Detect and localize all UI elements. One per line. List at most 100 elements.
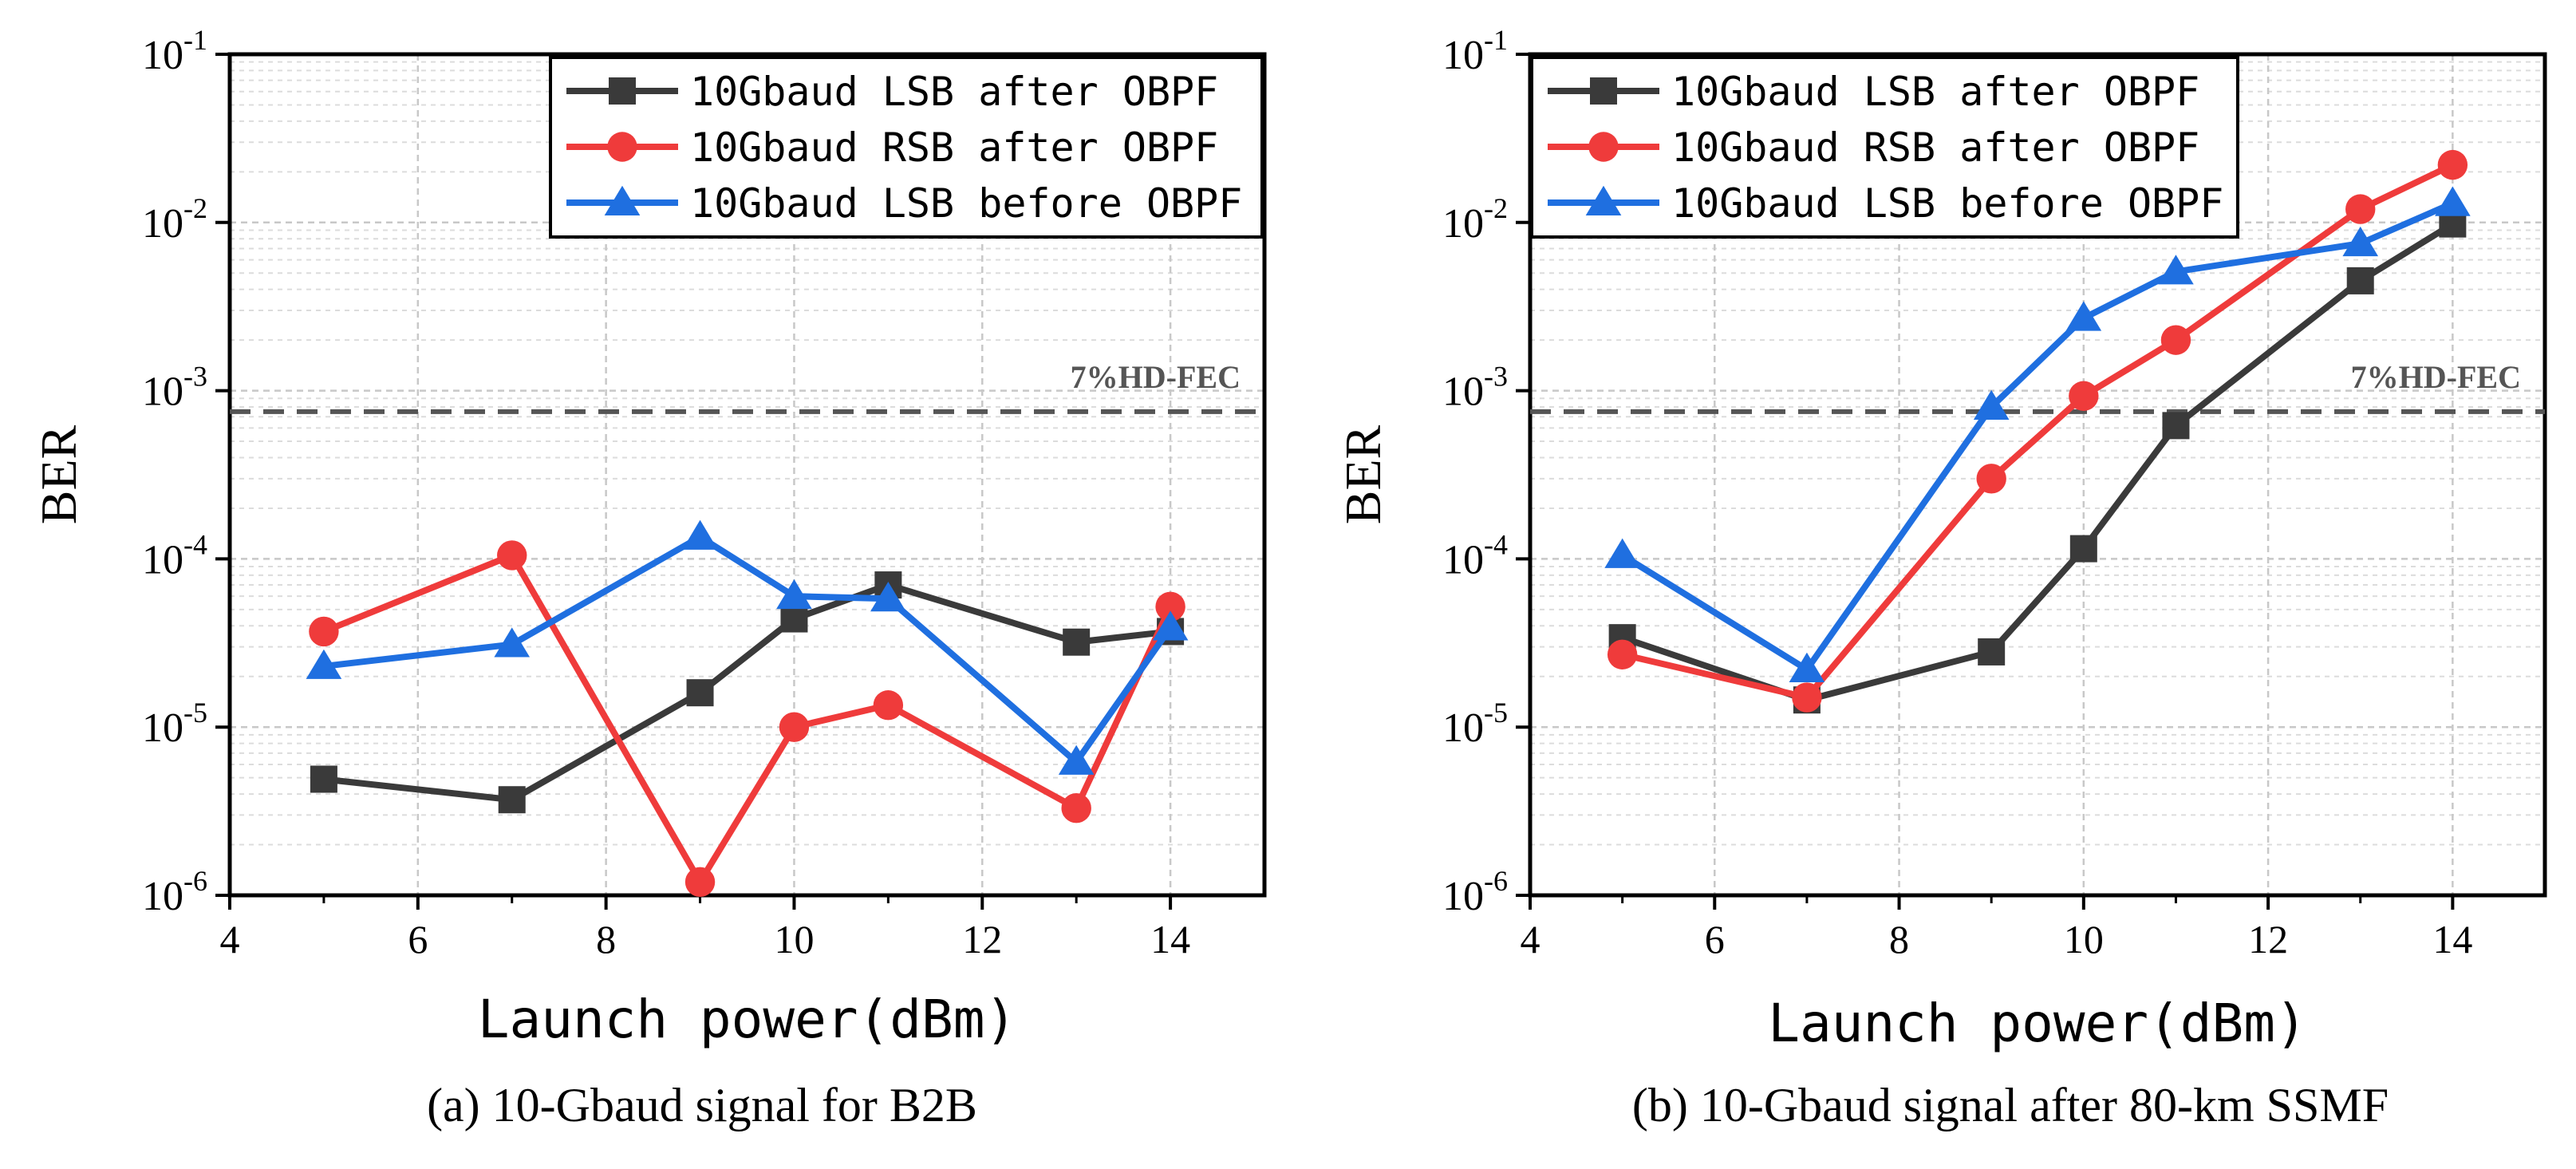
y-tick-base: 10: [1442, 369, 1484, 415]
y-tick-label: 10-3: [1442, 361, 1508, 415]
y-tick-label: 10-6: [1442, 865, 1508, 919]
y-tick-exponent: -1: [183, 24, 207, 56]
y-tick-exponent: -2: [183, 192, 207, 224]
plot-area-frame: [1528, 52, 2547, 898]
data-point: [1792, 682, 1822, 713]
series-3: [306, 519, 1189, 775]
x-tick-label: 4: [220, 917, 240, 962]
series-3: [1604, 186, 2471, 682]
legend-label: 10Gbaud LSB before OBPF: [690, 180, 1242, 227]
x-axis-label: Launch power(dBm): [1768, 993, 2307, 1054]
x-axis-label: Launch power(dBm): [478, 989, 1017, 1050]
data-point: [1978, 638, 2006, 665]
data-point: [780, 605, 808, 633]
x-axis: 4 6 8 10 12 14: [1521, 895, 2472, 962]
y-axis: 10-610-510-410-310-210-1: [142, 24, 230, 919]
y-tick-base: 10: [1442, 33, 1484, 78]
x-tick-label: 6: [1705, 917, 1725, 962]
data-point: [2162, 412, 2190, 440]
legend-marker: [1588, 132, 1619, 162]
threshold-label: 7%HD-FEC: [1071, 359, 1241, 395]
data-point: [306, 649, 342, 679]
series-line: [1621, 221, 2455, 704]
y-tick-exponent: -2: [1484, 192, 1508, 224]
y-tick-label: 10-5: [142, 697, 207, 751]
data-point: [2065, 301, 2102, 331]
series-line: [323, 533, 1174, 765]
series-line: [1621, 162, 2455, 701]
data-point: [2158, 255, 2194, 285]
data-point: [873, 690, 904, 721]
y-tick-label: 10-4: [1442, 528, 1508, 583]
legend-marker: [1585, 185, 1622, 215]
y-tick-exponent: -1: [1484, 24, 1508, 56]
data-point: [1152, 610, 1189, 641]
y-tick-exponent: -4: [1484, 528, 1508, 560]
chart-panel-b: 4 6 8 10 12 1410-610-510-410-310-210-1Launch …: [1335, 24, 2547, 1131]
data-point: [1604, 538, 1640, 568]
data-point: [1058, 744, 1095, 775]
chart-panel-a: 4 6 8 10 12 1410-610-510-410-310-210-1Launch …: [30, 24, 1267, 1131]
x-tick-label: 6: [408, 917, 428, 962]
x-tick-label: 4: [1521, 917, 1540, 962]
y-tick-base: 10: [142, 705, 183, 751]
y-tick-base: 10: [1442, 537, 1484, 583]
data-point: [2069, 535, 2097, 563]
legend: 10Gbaud LSB after OBPF 10Gbaud RSB after …: [549, 56, 1264, 239]
data-point: [2435, 186, 2471, 216]
y-axis: 10-610-510-410-310-210-1: [1442, 24, 1530, 919]
legend-label: 10Gbaud LSB after OBPF: [1671, 69, 2199, 115]
data-point: [776, 579, 812, 610]
legend-label: 10Gbaud LSB before OBPF: [1671, 180, 2223, 227]
data-point: [1976, 464, 2006, 494]
y-tick-exponent: -6: [1484, 865, 1508, 897]
data-point: [682, 519, 718, 550]
data-point: [309, 616, 339, 647]
y-tick-exponent: -5: [1484, 697, 1508, 729]
x-tick-label: 8: [596, 917, 616, 962]
y-tick-base: 10: [142, 369, 183, 415]
data-point: [2346, 267, 2374, 294]
series-line: [322, 551, 1174, 886]
y-tick-base: 10: [142, 537, 183, 583]
data-point: [2342, 226, 2379, 257]
legend-marker: [604, 185, 641, 215]
series-2: [309, 540, 1185, 898]
data-point: [1155, 591, 1185, 622]
y-axis-label: BER: [30, 425, 87, 524]
data-point: [684, 867, 716, 898]
data-point: [779, 712, 810, 742]
y-tick-label: 10-3: [142, 361, 207, 415]
x-tick-label: 14: [2432, 917, 2472, 962]
x-tick-label: 8: [1889, 917, 1909, 962]
data-point: [2160, 325, 2191, 355]
data-point: [498, 786, 526, 814]
data-point: [310, 765, 337, 793]
x-tick-label: 12: [962, 917, 1002, 962]
y-tick-label: 10-2: [1442, 192, 1508, 247]
data-point: [2345, 194, 2376, 224]
y-tick-label: 10-5: [1442, 697, 1508, 751]
data-point: [2437, 149, 2468, 180]
x-tick-label: 10: [2064, 917, 2104, 962]
y-axis-label: BER: [1335, 425, 1391, 524]
y-tick-exponent: -3: [183, 361, 207, 393]
data-point: [2069, 381, 2099, 411]
y-tick-base: 10: [1442, 705, 1484, 751]
y-tick-exponent: -6: [183, 865, 207, 897]
legend-marker: [609, 77, 636, 105]
legend-label: 10Gbaud RSB after OBPF: [1671, 124, 2199, 171]
series-line: [323, 582, 1171, 804]
figure-caption: (a) 10-Gbaud signal for B2B: [427, 1079, 977, 1131]
data-point: [686, 679, 714, 707]
legend: 10Gbaud LSB after OBPF 10Gbaud RSB after …: [1530, 56, 2239, 239]
y-tick-label: 10-1: [142, 24, 207, 78]
x-tick-label: 10: [774, 917, 814, 962]
y-tick-exponent: -3: [1484, 361, 1508, 393]
legend-label: 10Gbaud LSB after OBPF: [690, 69, 1218, 115]
data-point: [1607, 639, 1638, 669]
legend-marker: [1590, 77, 1617, 105]
x-tick-label: 12: [2248, 917, 2288, 962]
y-tick-label: 10-2: [142, 192, 207, 247]
